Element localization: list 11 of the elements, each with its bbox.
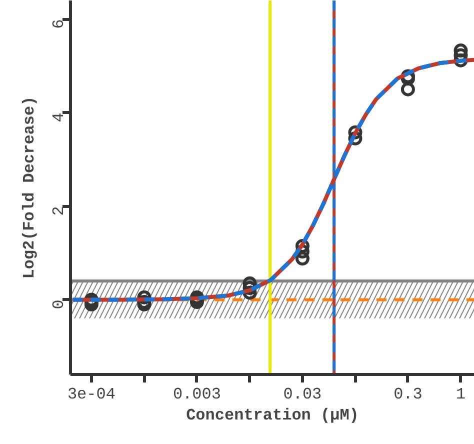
y-tick-label: 4 (50, 112, 68, 122)
x-axis-title: Concentration (µM) (186, 406, 359, 424)
x-tick-label: 0.003 (172, 386, 221, 404)
y-tick-label: 6 (50, 19, 68, 29)
y-axis-title: Log2(Fold Decrease) (20, 96, 38, 279)
x-tick-label: 0.3 (394, 386, 422, 404)
y-tick-label: 2 (50, 206, 68, 216)
y-tick-label: 0 (50, 300, 68, 310)
x-tick-label: 0.03 (283, 386, 322, 404)
x-tick-label: 1 (456, 386, 466, 404)
x-tick-label: 3e-04 (67, 386, 116, 404)
